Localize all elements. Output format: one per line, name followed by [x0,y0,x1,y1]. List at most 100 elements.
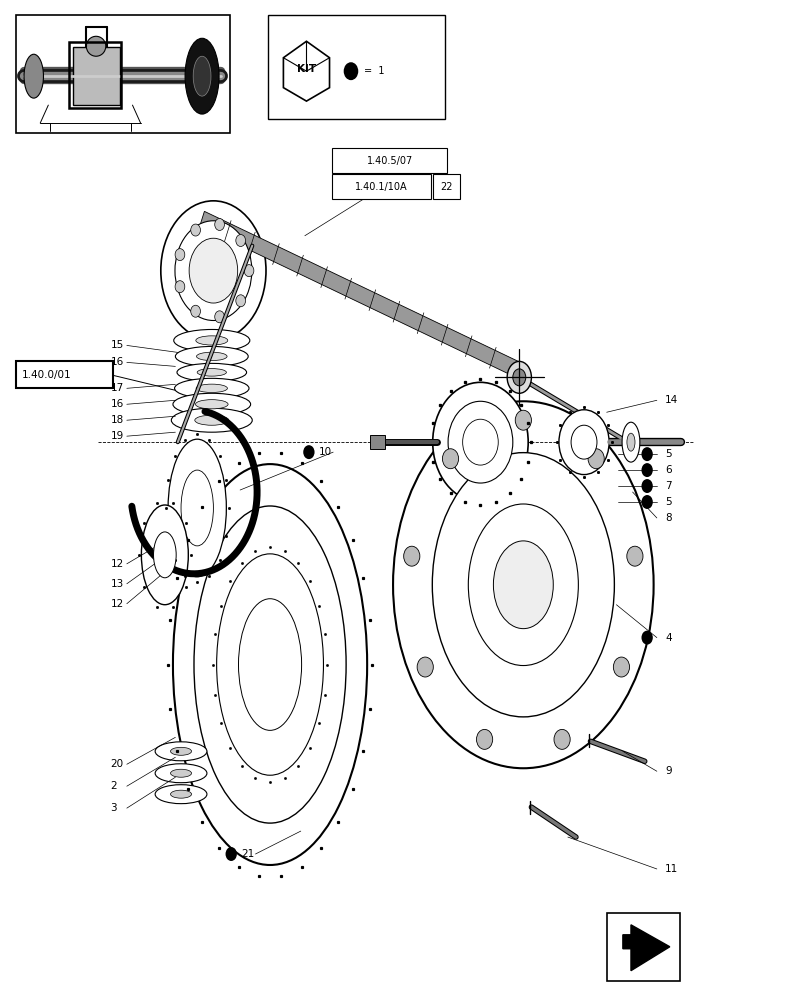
Circle shape [553,729,569,749]
Text: 3: 3 [110,803,117,813]
Text: 11: 11 [664,864,677,874]
Text: 17: 17 [110,383,124,393]
Ellipse shape [626,433,634,451]
Ellipse shape [173,393,251,415]
Text: 22: 22 [440,182,453,192]
Text: 1.40.1/10A: 1.40.1/10A [355,182,408,192]
Text: 4: 4 [664,633,671,643]
Text: 16: 16 [110,399,124,409]
Ellipse shape [175,346,248,366]
Text: 5: 5 [664,497,671,507]
Circle shape [214,311,224,323]
Circle shape [641,479,652,493]
Circle shape [442,449,458,469]
Text: 16: 16 [110,357,124,367]
Ellipse shape [393,401,653,768]
Ellipse shape [193,56,211,96]
Polygon shape [200,211,525,380]
Circle shape [343,62,358,80]
Circle shape [403,546,419,566]
Ellipse shape [174,221,251,320]
Ellipse shape [155,742,207,761]
Circle shape [587,449,603,469]
Ellipse shape [238,599,301,730]
Text: 13: 13 [110,579,124,589]
Bar [268,15,444,119]
Circle shape [515,410,530,430]
Text: 7: 7 [664,481,671,491]
Text: =  1: = 1 [363,66,384,76]
Ellipse shape [173,464,367,865]
Circle shape [303,445,314,459]
Text: 8: 8 [664,513,671,523]
Ellipse shape [155,764,207,783]
Ellipse shape [507,361,530,393]
Circle shape [214,218,224,230]
Ellipse shape [168,439,226,577]
Circle shape [612,657,629,677]
Circle shape [641,447,652,461]
Text: 15: 15 [110,340,124,350]
Bar [16,361,113,388]
Circle shape [417,657,433,677]
Ellipse shape [170,747,191,755]
Circle shape [235,235,245,246]
Text: 1.40.0/01: 1.40.0/01 [22,370,71,380]
Ellipse shape [513,369,525,386]
Circle shape [641,631,652,645]
Ellipse shape [217,554,323,775]
Ellipse shape [448,401,513,483]
Ellipse shape [195,400,228,409]
Ellipse shape [189,238,238,303]
Ellipse shape [181,470,213,546]
Text: 19: 19 [110,431,124,441]
Text: 21: 21 [241,849,254,859]
Ellipse shape [195,415,229,425]
Ellipse shape [170,769,191,777]
Ellipse shape [177,363,247,381]
Ellipse shape [24,54,44,98]
Ellipse shape [155,785,207,804]
Ellipse shape [468,504,577,666]
Text: 10: 10 [318,447,332,457]
Ellipse shape [621,422,639,462]
Bar [72,47,119,105]
Text: 12: 12 [110,599,124,609]
Text: 18: 18 [110,415,124,425]
Text: 9: 9 [664,766,671,776]
Ellipse shape [196,384,227,392]
Circle shape [641,463,652,477]
Ellipse shape [570,425,596,459]
Ellipse shape [462,419,498,465]
Ellipse shape [194,506,345,823]
Circle shape [175,249,185,261]
Circle shape [476,729,492,749]
Ellipse shape [161,201,266,340]
Ellipse shape [170,790,191,798]
Ellipse shape [141,505,188,605]
Text: 20: 20 [110,759,123,769]
Circle shape [191,224,200,236]
Circle shape [244,265,254,277]
Circle shape [225,847,237,861]
Circle shape [641,495,652,509]
Ellipse shape [431,453,614,717]
Circle shape [175,281,185,293]
Text: 14: 14 [664,395,677,405]
Bar [432,174,460,199]
Polygon shape [622,925,669,971]
Circle shape [235,295,245,307]
Ellipse shape [86,36,105,56]
Ellipse shape [195,336,227,345]
Ellipse shape [493,541,552,629]
Ellipse shape [171,408,252,432]
Ellipse shape [153,532,176,578]
Bar [16,15,230,133]
Ellipse shape [432,382,527,502]
Ellipse shape [185,38,219,114]
Ellipse shape [197,369,226,376]
Text: 12: 12 [110,559,124,569]
Bar [331,174,431,199]
Circle shape [191,305,200,317]
Text: 1.40.5/07: 1.40.5/07 [367,156,413,166]
